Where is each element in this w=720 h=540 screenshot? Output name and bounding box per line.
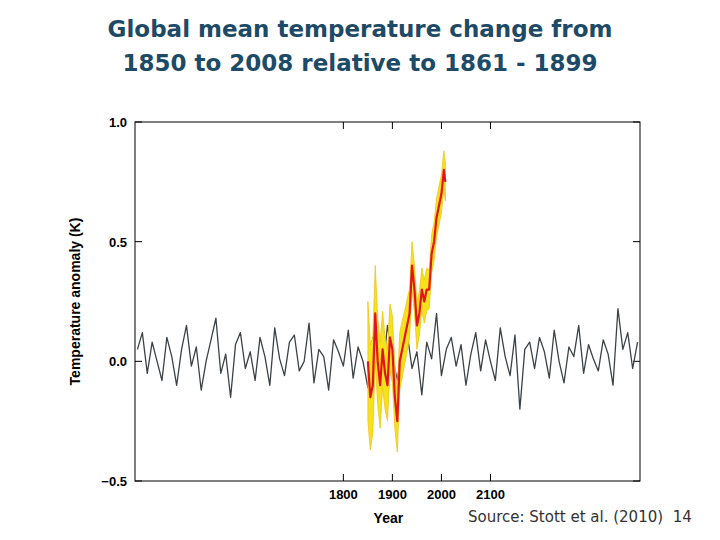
x-tick xyxy=(441,474,442,481)
y-tick xyxy=(633,241,640,242)
series-line xyxy=(368,170,445,421)
y-tick xyxy=(135,241,142,242)
y-tick xyxy=(633,481,640,482)
y-tick xyxy=(135,361,142,362)
y-tick-label: 0.5 xyxy=(109,235,127,250)
plot-frame xyxy=(135,122,640,481)
source-text: Source: Stott et al. (2010) xyxy=(468,508,663,526)
x-tick xyxy=(490,474,491,481)
x-tick xyxy=(392,474,393,481)
title: Global mean temperature change from 1850… xyxy=(80,12,640,80)
page-number: 14 xyxy=(673,508,692,526)
chart: −0.5 0.0 0.5 1.0 1800 1900 2000 2100 Year Tempera… xyxy=(0,0,720,540)
y-tick-label: 0.0 xyxy=(109,354,127,369)
plot-data xyxy=(137,151,637,453)
x-tick xyxy=(343,474,344,481)
x-tick-label: 2100 xyxy=(476,487,505,502)
source: Source: Stott et al. (2010) 14 xyxy=(468,508,692,526)
uncertainty-band xyxy=(368,151,445,453)
y-tick xyxy=(135,122,142,123)
y-axis-label: Temperature anomaly (K) xyxy=(67,218,83,386)
x-tick xyxy=(490,122,491,129)
x-tick xyxy=(441,122,442,129)
y-tick-label: −0.5 xyxy=(101,474,127,489)
y-tick-label: 1.0 xyxy=(109,115,127,130)
y-tick xyxy=(135,481,142,482)
x-tick-label: 2000 xyxy=(427,487,456,502)
x-tick-label: 1800 xyxy=(329,487,358,502)
y-tick xyxy=(633,122,640,123)
x-tick xyxy=(343,122,344,129)
x-axis-label: Year xyxy=(374,510,404,526)
x-tick xyxy=(392,122,393,129)
x-tick-label: 1900 xyxy=(378,487,407,502)
slide: Global mean temperature change from 1850… xyxy=(0,0,720,540)
